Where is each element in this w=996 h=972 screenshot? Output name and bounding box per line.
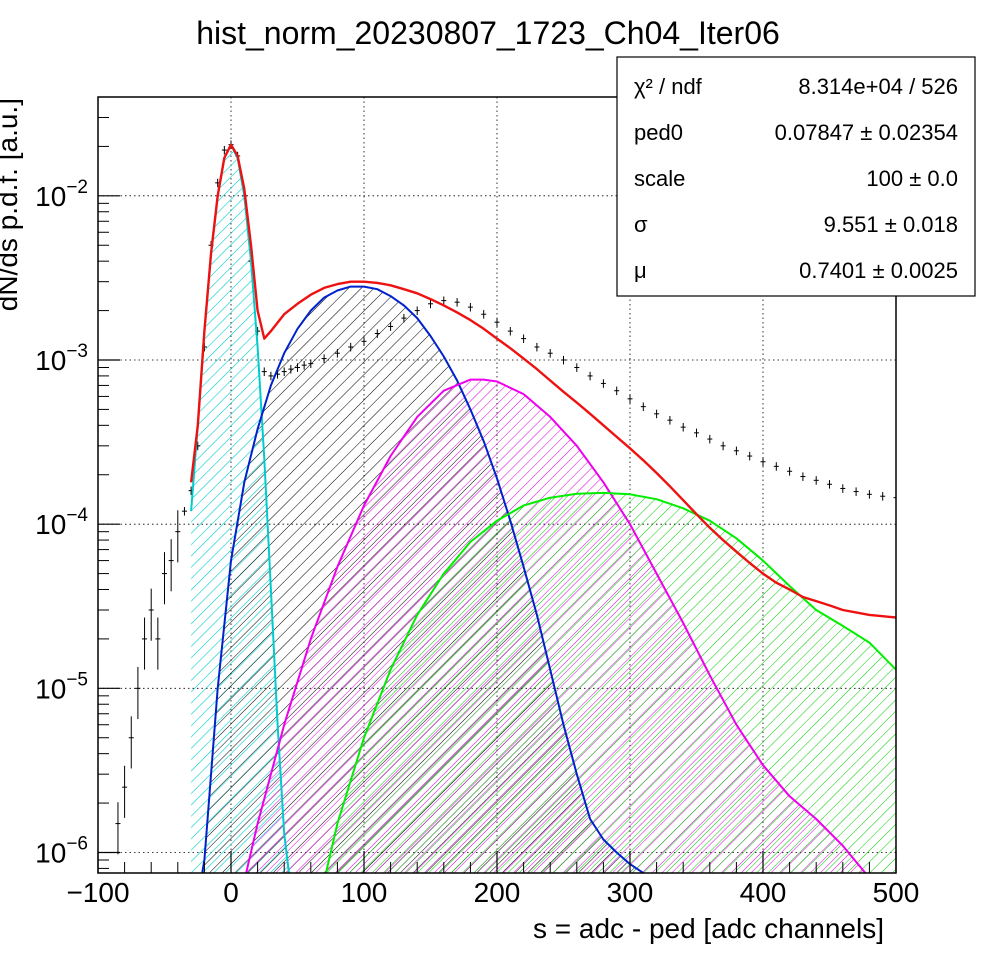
stats-row-label: χ² / ndf [634, 74, 703, 99]
total-fit-curve [189, 143, 896, 619]
stats-row-value: 0.7401 ± 0.0025 [799, 258, 958, 283]
y-axis-ticks: 10−6 10−5 10−4 10−3 10−2 [35, 96, 120, 869]
stats-row-label: σ [634, 212, 648, 237]
component-curve [201, 285, 645, 873]
y-tick-label: 10−6 [35, 833, 88, 868]
y-tick-label: 10−2 [35, 177, 88, 212]
x-tick-label: −100 [66, 877, 129, 908]
chart-title: hist_norm_20230807_1723_Ch04_Iter06 [196, 15, 780, 51]
x-tick-label: 300 [607, 877, 654, 908]
y-tick-label: 10−4 [35, 505, 88, 540]
x-axis-label: s = adc - ped [adc channels] [533, 913, 884, 944]
x-axis-ticks: −100 0 100 200 300 400 500 [66, 851, 919, 908]
x-tick-label: 0 [223, 877, 239, 908]
stats-row-label: μ [634, 258, 647, 283]
fit-curves [189, 143, 896, 873]
stats-box: χ² / ndf 8.314e+04 / 526 ped0 0.07847 ± 0.0… [616, 56, 976, 297]
y-tick-label: 10−5 [35, 669, 88, 704]
component-area [310, 492, 896, 873]
stats-row-label: ped0 [634, 120, 683, 145]
x-tick-label: 200 [474, 877, 521, 908]
y-tick-label: 10−3 [35, 341, 88, 376]
x-tick-label: 500 [873, 877, 920, 908]
stats-row-value: 0.07847 ± 0.02354 [775, 120, 958, 145]
stats-row-label: scale [634, 166, 685, 191]
component-fills [191, 144, 896, 873]
stats-row-value: 9.551 ± 0.018 [824, 212, 958, 237]
histogram [115, 140, 896, 855]
stats-row-value: 100 ± 0.0 [866, 166, 958, 191]
component-curve [245, 378, 867, 873]
x-tick-label: 100 [341, 877, 388, 908]
y-axis-label: dN/ds p.d.f. [a.u.] [0, 98, 23, 311]
x-tick-label: 400 [740, 877, 787, 908]
stats-row-value: 8.314e+04 / 526 [798, 74, 958, 99]
